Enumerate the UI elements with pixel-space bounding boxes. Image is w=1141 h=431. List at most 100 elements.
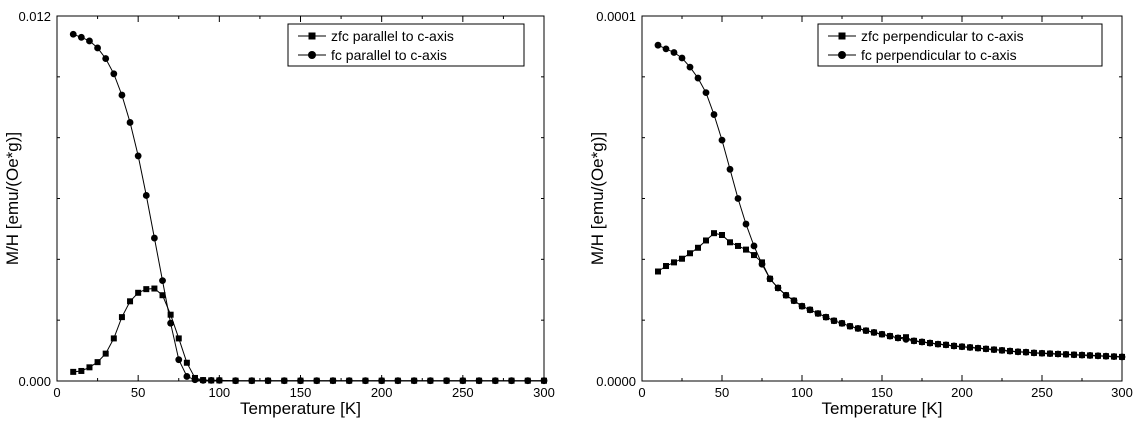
data-point-circle	[654, 41, 662, 49]
y-tick-label: 0.0000	[596, 374, 636, 389]
legend-box	[287, 23, 525, 67]
data-point-circle	[1118, 353, 1126, 361]
data-point-circle	[918, 338, 926, 346]
data-point-circle	[934, 340, 942, 348]
data-point-square	[118, 314, 125, 321]
data-point-circle	[950, 342, 958, 350]
x-tick-label: 0	[638, 385, 645, 400]
data-point-circle	[142, 192, 150, 199]
data-point-square	[751, 252, 757, 259]
data-point-circle	[870, 329, 878, 336]
series-2	[654, 41, 1126, 361]
plot-frame	[641, 15, 1123, 382]
data-point-circle	[459, 377, 467, 385]
x-tick-label: 50	[131, 385, 145, 400]
data-point-circle	[524, 377, 532, 385]
data-point-circle	[110, 70, 118, 78]
data-point-circle	[1062, 350, 1070, 358]
data-point-square	[110, 335, 117, 342]
data-point-circle	[750, 242, 758, 250]
data-point-square	[78, 367, 85, 374]
chart-panel-1: 0 50 100 150 200 250 300 0.000 0.012 Temperature …	[3, 9, 555, 418]
data-point-circle	[710, 111, 718, 118]
legend-label: zfc parallel to c-axis	[331, 28, 454, 44]
data-point-circle	[159, 277, 166, 285]
data-point-circle	[345, 377, 353, 385]
data-point-circle	[264, 377, 272, 385]
x-tick-label: 0	[53, 385, 60, 400]
x-tick-label: 200	[371, 385, 393, 400]
data-point-circle	[862, 327, 870, 335]
data-point-circle	[69, 30, 77, 38]
data-point-circle	[974, 344, 982, 352]
data-point-square	[743, 246, 749, 253]
x-axis-title: Temperature [K]	[240, 399, 361, 418]
data-point-circle	[508, 377, 515, 385]
data-point-circle	[102, 55, 110, 62]
data-point-circle	[1054, 350, 1062, 358]
data-point-circle	[958, 343, 966, 351]
data-point-circle	[686, 63, 694, 71]
data-point-circle	[766, 275, 774, 283]
data-point-square	[70, 368, 77, 375]
series-line	[73, 33, 544, 382]
data-point-square	[735, 242, 741, 249]
data-point-circle	[902, 335, 910, 343]
data-point-circle	[734, 195, 742, 202]
data-point-circle	[774, 284, 782, 292]
y-tick-label: 0.0001	[596, 9, 636, 24]
plot-frame	[56, 15, 545, 382]
data-point-square	[86, 364, 93, 371]
data-point-square	[703, 237, 709, 244]
data-point-circle	[491, 377, 499, 385]
data-point-square	[687, 250, 693, 257]
data-point-square	[175, 335, 182, 342]
legend-marker-circle	[838, 51, 846, 59]
x-tick-label: 250	[452, 385, 474, 400]
data-point-circle	[894, 334, 902, 342]
data-point-circle	[232, 377, 239, 385]
data-point-circle	[886, 332, 894, 340]
series-2	[69, 30, 548, 385]
data-point-circle	[1110, 353, 1118, 360]
data-point-circle	[378, 377, 386, 385]
data-point-circle	[1006, 347, 1014, 355]
data-point-circle	[678, 54, 686, 62]
y-axis-title: M/H [emu/(Oe*g)]	[588, 132, 607, 265]
data-point-circle	[990, 346, 998, 354]
data-point-circle	[329, 377, 337, 385]
legend-label: zfc perpendicular to c-axis	[861, 28, 1024, 44]
data-point-circle	[1046, 350, 1054, 358]
data-point-circle	[702, 89, 710, 97]
data-point-circle	[798, 302, 806, 310]
data-point-circle	[910, 337, 918, 345]
data-point-circle	[1102, 352, 1110, 360]
data-point-square	[183, 359, 190, 366]
data-point-square	[719, 232, 725, 238]
data-point-circle	[199, 376, 207, 384]
data-point-circle	[830, 317, 838, 325]
data-point-circle	[443, 377, 450, 385]
data-point-circle	[191, 376, 199, 384]
data-point-circle	[207, 376, 215, 384]
data-point-circle	[167, 319, 175, 327]
data-point-circle	[394, 377, 402, 385]
data-point-circle	[806, 306, 814, 314]
x-tick-label: 300	[1111, 385, 1133, 400]
x-tick-label: 200	[951, 385, 973, 400]
data-point-circle	[1086, 352, 1094, 359]
data-point-circle	[183, 373, 191, 380]
data-point-square	[655, 268, 661, 275]
legend: zfc parallel to c-axis fc parallel to c-a…	[287, 23, 525, 67]
data-point-circle	[942, 341, 950, 349]
x-tick-label: 150	[290, 385, 312, 400]
data-point-circle	[790, 297, 798, 305]
data-point-circle	[694, 74, 702, 82]
x-tick-label: 100	[208, 385, 230, 400]
data-point-circle	[426, 377, 434, 385]
data-point-circle	[1022, 348, 1030, 356]
legend-marker-square	[838, 32, 846, 40]
series-line	[657, 44, 1123, 358]
data-point-square	[127, 298, 134, 305]
